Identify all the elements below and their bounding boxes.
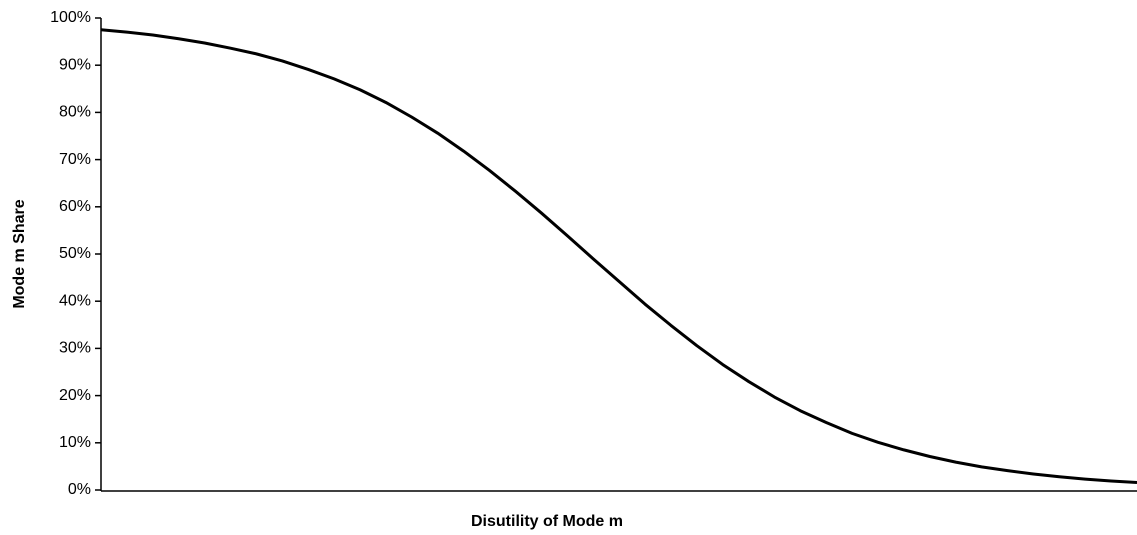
- y-tick-label: 60%: [59, 198, 91, 215]
- line: [100, 28, 1137, 484]
- y-tick-label: 90%: [59, 56, 91, 73]
- y-axis-label: Mode m Share: [11, 199, 28, 308]
- y-tick-label: 80%: [59, 104, 91, 121]
- y-tick-label: 20%: [59, 387, 91, 404]
- y-tick-label: 100%: [50, 9, 91, 26]
- x-axis-label: Disutility of Mode m: [471, 513, 623, 530]
- y-tick-label: 40%: [59, 292, 91, 309]
- y-tick-label: 10%: [59, 434, 91, 451]
- y-tick-label: 50%: [59, 245, 91, 262]
- y-tick-label: 30%: [59, 340, 91, 357]
- y-tick-label: 70%: [59, 151, 91, 168]
- y-tick-label: 0%: [68, 481, 91, 498]
